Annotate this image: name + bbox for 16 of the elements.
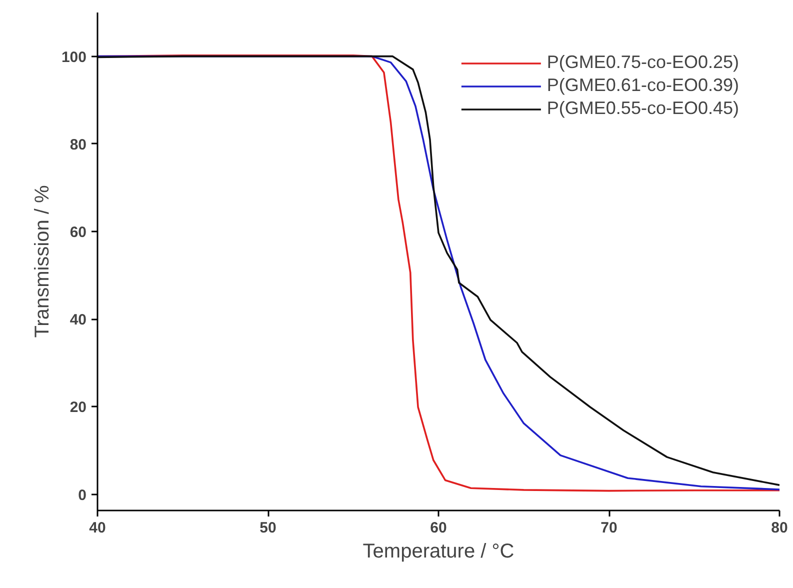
y-tick-label: 40 — [70, 312, 87, 329]
legend-label: P(GME0.61-co-EO0.39) — [546, 75, 739, 96]
legend-label: P(GME0.75-co-EO0.25) — [546, 52, 739, 73]
y-axis-title: Transmission / % — [31, 184, 54, 338]
y-tick-label: 20 — [70, 399, 87, 416]
x-tick-label: 60 — [430, 520, 447, 536]
y-tick-label: 0 — [78, 486, 86, 504]
x-tick-label: 80 — [771, 520, 788, 536]
y-tick-label: 80 — [70, 136, 87, 154]
x-axis-title: Temperature / °C — [362, 540, 514, 562]
legend-label: P(GME0.55-co-EO0.45) — [546, 98, 739, 119]
y-tick-label: 100 — [61, 48, 87, 66]
x-tick-label: 50 — [260, 520, 276, 536]
x-tick-label: 70 — [600, 520, 618, 536]
y-tick-label: 60 — [70, 224, 87, 241]
x-tick-label: 40 — [89, 520, 106, 536]
